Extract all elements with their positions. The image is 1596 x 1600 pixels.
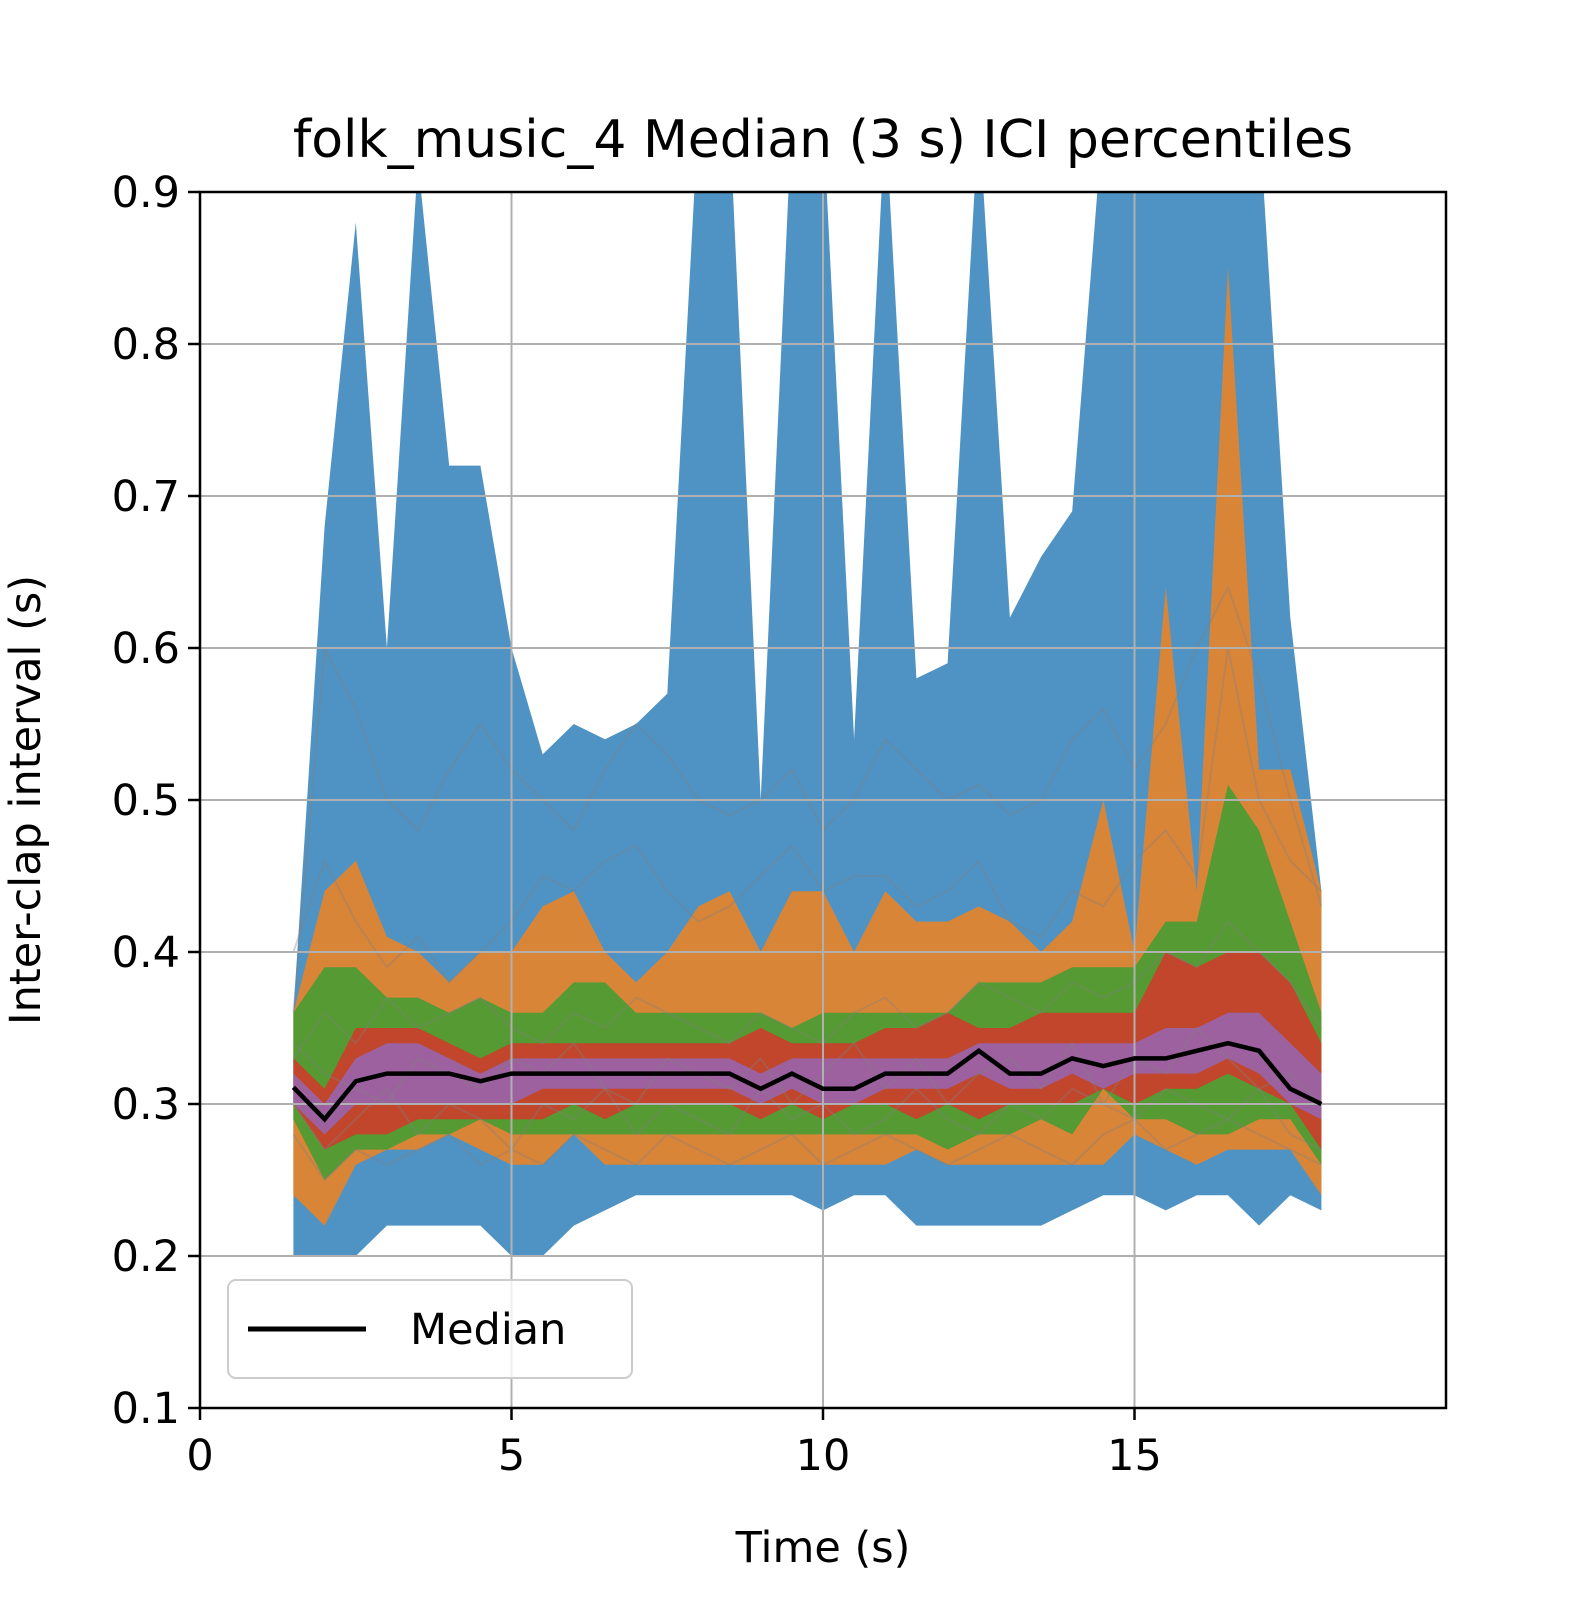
x-tick-label: 10: [796, 1431, 851, 1481]
y-tick-label: 0.5: [112, 776, 180, 826]
trace-line-4: [292, 1117, 1322, 1182]
trace-line-1: [292, 1026, 1323, 1106]
legend-median-label: Median: [410, 1305, 566, 1355]
y-tick-label: 0.3: [112, 1080, 180, 1130]
y-tick-label: 0.4: [112, 928, 180, 978]
y-tick-label: 0.8: [112, 320, 180, 370]
trace-line-5: [292, 647, 1323, 984]
percentile-bands: [293, 192, 1322, 1256]
y-tick-label: 0.6: [112, 624, 180, 674]
axis-ticks: 0 5 10 15 0.1 0.2 0.3 0.4 0.5 0.6 0.7 0.8 0.9: [112, 168, 1162, 1481]
y-axis-label: Inter-clap interval (s): [1, 575, 51, 1025]
x-tick-label: 5: [498, 1431, 525, 1481]
x-axis-label: Time (s): [735, 1523, 911, 1573]
percentile-band-5: [293, 1012, 1322, 1135]
y-tick-label: 0.9: [112, 168, 180, 218]
y-tick-label: 0.7: [112, 472, 180, 522]
x-tick-label: 15: [1107, 1431, 1162, 1481]
median-series: [291, 1040, 1323, 1123]
legend-box: [227, 1279, 633, 1379]
trace-line-3: [292, 920, 1323, 1059]
x-tick-label: 0: [186, 1431, 213, 1481]
y-tick-label: 0.2: [112, 1232, 180, 1282]
chart-title: folk_music_4 Median (3 s) ICI percentile…: [293, 110, 1353, 170]
legend: Median: [227, 1279, 633, 1379]
y-tick-label: 0.1: [112, 1384, 180, 1434]
percentile-band-4: [293, 952, 1322, 1150]
median-line: [291, 1040, 1323, 1123]
